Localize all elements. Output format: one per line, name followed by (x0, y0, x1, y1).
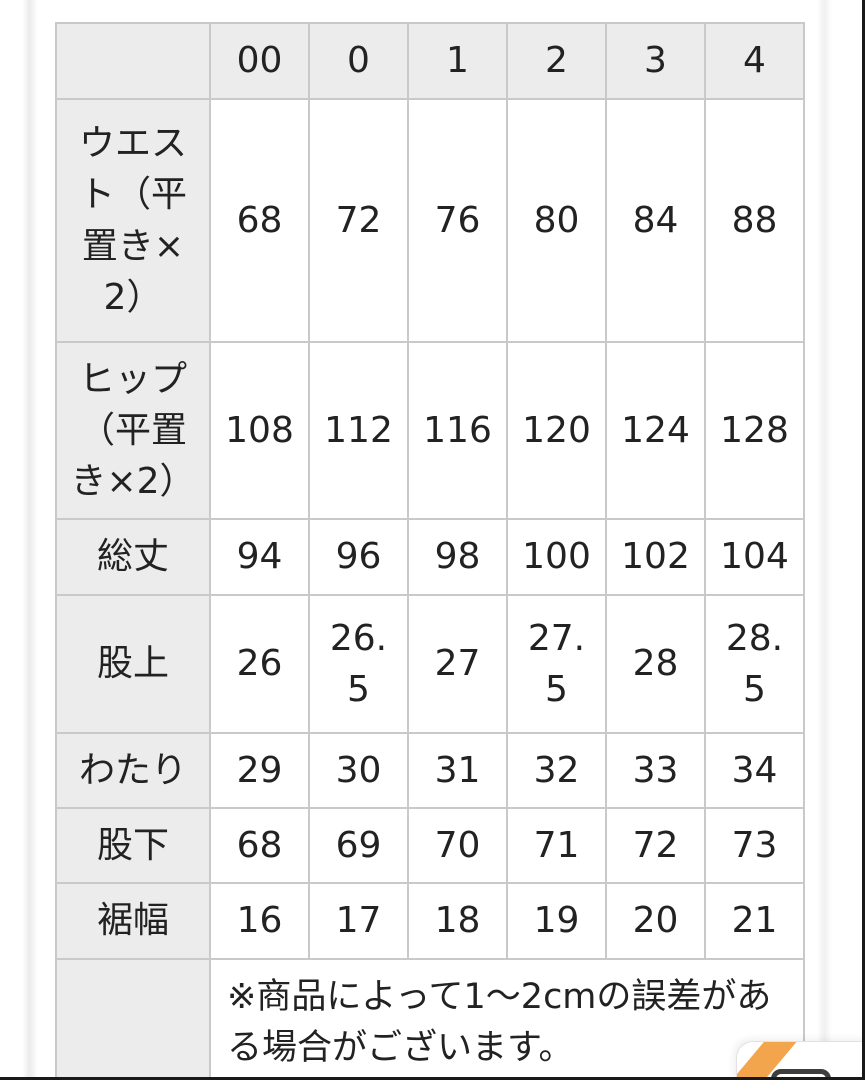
column-header-size-2: 2 (506, 22, 607, 100)
size-value-cell: 30 (308, 732, 409, 809)
note-cell: ※商品によって1〜2cmの誤差がある場合がございます。 (209, 958, 805, 1080)
size-value-cell: 17 (308, 882, 409, 960)
vertical-scrollbar-track[interactable] (817, 0, 832, 1080)
size-value-cell: 28 (605, 594, 706, 734)
size-value-cell: 84 (605, 98, 706, 343)
column-header-size-3: 3 (605, 22, 706, 100)
size-value-cell: 20 (605, 882, 706, 960)
size-value-cell: 72 (605, 807, 706, 884)
size-value-cell: 28.5 (704, 594, 805, 734)
size-value-cell: 29 (209, 732, 310, 809)
size-value-cell: 34 (704, 732, 805, 809)
size-value-cell: 16 (209, 882, 310, 960)
size-value-cell: 73 (704, 807, 805, 884)
header-row: 00 0 1 2 3 4 (55, 22, 805, 100)
size-value-cell: 124 (605, 341, 706, 520)
size-value-cell: 69 (308, 807, 409, 884)
table-row-hip: ヒップ（平置き×2） 108 112 116 120 124 128 (55, 341, 805, 520)
chat-widget-button[interactable] (737, 1042, 865, 1080)
table-row-rise: 股上 26 26.5 27 27.5 28 28.5 (55, 594, 805, 734)
row-label: 股上 (55, 594, 211, 734)
column-header-size-0: 0 (308, 22, 409, 100)
screenshot-edge-right (862, 0, 865, 1080)
size-value-cell: 94 (209, 518, 310, 596)
row-label-empty (55, 958, 211, 1080)
table-row-thigh: わたり 29 30 31 32 33 34 (55, 732, 805, 809)
row-label: 総丈 (55, 518, 211, 596)
size-value-cell: 31 (407, 732, 508, 809)
size-value-cell: 80 (506, 98, 607, 343)
window-icon (771, 1069, 831, 1080)
size-value-cell: 32 (506, 732, 607, 809)
table-row-waist: ウエスト（平置き×2） 68 72 76 80 84 88 (55, 98, 805, 343)
table-row-note: ※商品によって1〜2cmの誤差がある場合がございます。 (55, 958, 805, 1080)
size-value-cell: 70 (407, 807, 508, 884)
size-value-cell: 27 (407, 594, 508, 734)
size-chart-table: 00 0 1 2 3 4 ウエスト（平置き×2） 68 72 76 80 84 … (55, 22, 805, 1080)
screenshot-edge-bottom (0, 1077, 865, 1080)
size-value-cell: 120 (506, 341, 607, 520)
page-edge-shadow (22, 0, 38, 1080)
row-label: 股下 (55, 807, 211, 884)
row-label: ヒップ（平置き×2） (55, 341, 211, 520)
row-label: 裾幅 (55, 882, 211, 960)
size-value-cell: 98 (407, 518, 508, 596)
size-value-cell: 33 (605, 732, 706, 809)
corner-header-cell (55, 22, 211, 100)
size-value-cell: 18 (407, 882, 508, 960)
size-value-cell: 72 (308, 98, 409, 343)
table-row-inseam: 股下 68 69 70 71 72 73 (55, 807, 805, 884)
size-value-cell: 21 (704, 882, 805, 960)
column-header-size-00: 00 (209, 22, 310, 100)
size-value-cell: 68 (209, 807, 310, 884)
column-header-size-1: 1 (407, 22, 508, 100)
size-value-cell: 108 (209, 341, 310, 520)
table-row-total-length: 総丈 94 96 98 100 102 104 (55, 518, 805, 596)
size-value-cell: 26.5 (308, 594, 409, 734)
size-value-cell: 19 (506, 882, 607, 960)
size-value-cell: 68 (209, 98, 310, 343)
size-value-cell: 102 (605, 518, 706, 596)
size-value-cell: 27.5 (506, 594, 607, 734)
size-value-cell: 96 (308, 518, 409, 596)
size-value-cell: 26 (209, 594, 310, 734)
row-label: わたり (55, 732, 211, 809)
size-value-cell: 88 (704, 98, 805, 343)
size-value-cell: 76 (407, 98, 508, 343)
size-value-cell: 112 (308, 341, 409, 520)
size-value-cell: 104 (704, 518, 805, 596)
size-value-cell: 116 (407, 341, 508, 520)
size-value-cell: 100 (506, 518, 607, 596)
table-row-hem-width: 裾幅 16 17 18 19 20 21 (55, 882, 805, 960)
size-value-cell: 71 (506, 807, 607, 884)
row-label: ウエスト（平置き×2） (55, 98, 211, 343)
size-value-cell: 128 (704, 341, 805, 520)
column-header-size-4: 4 (704, 22, 805, 100)
